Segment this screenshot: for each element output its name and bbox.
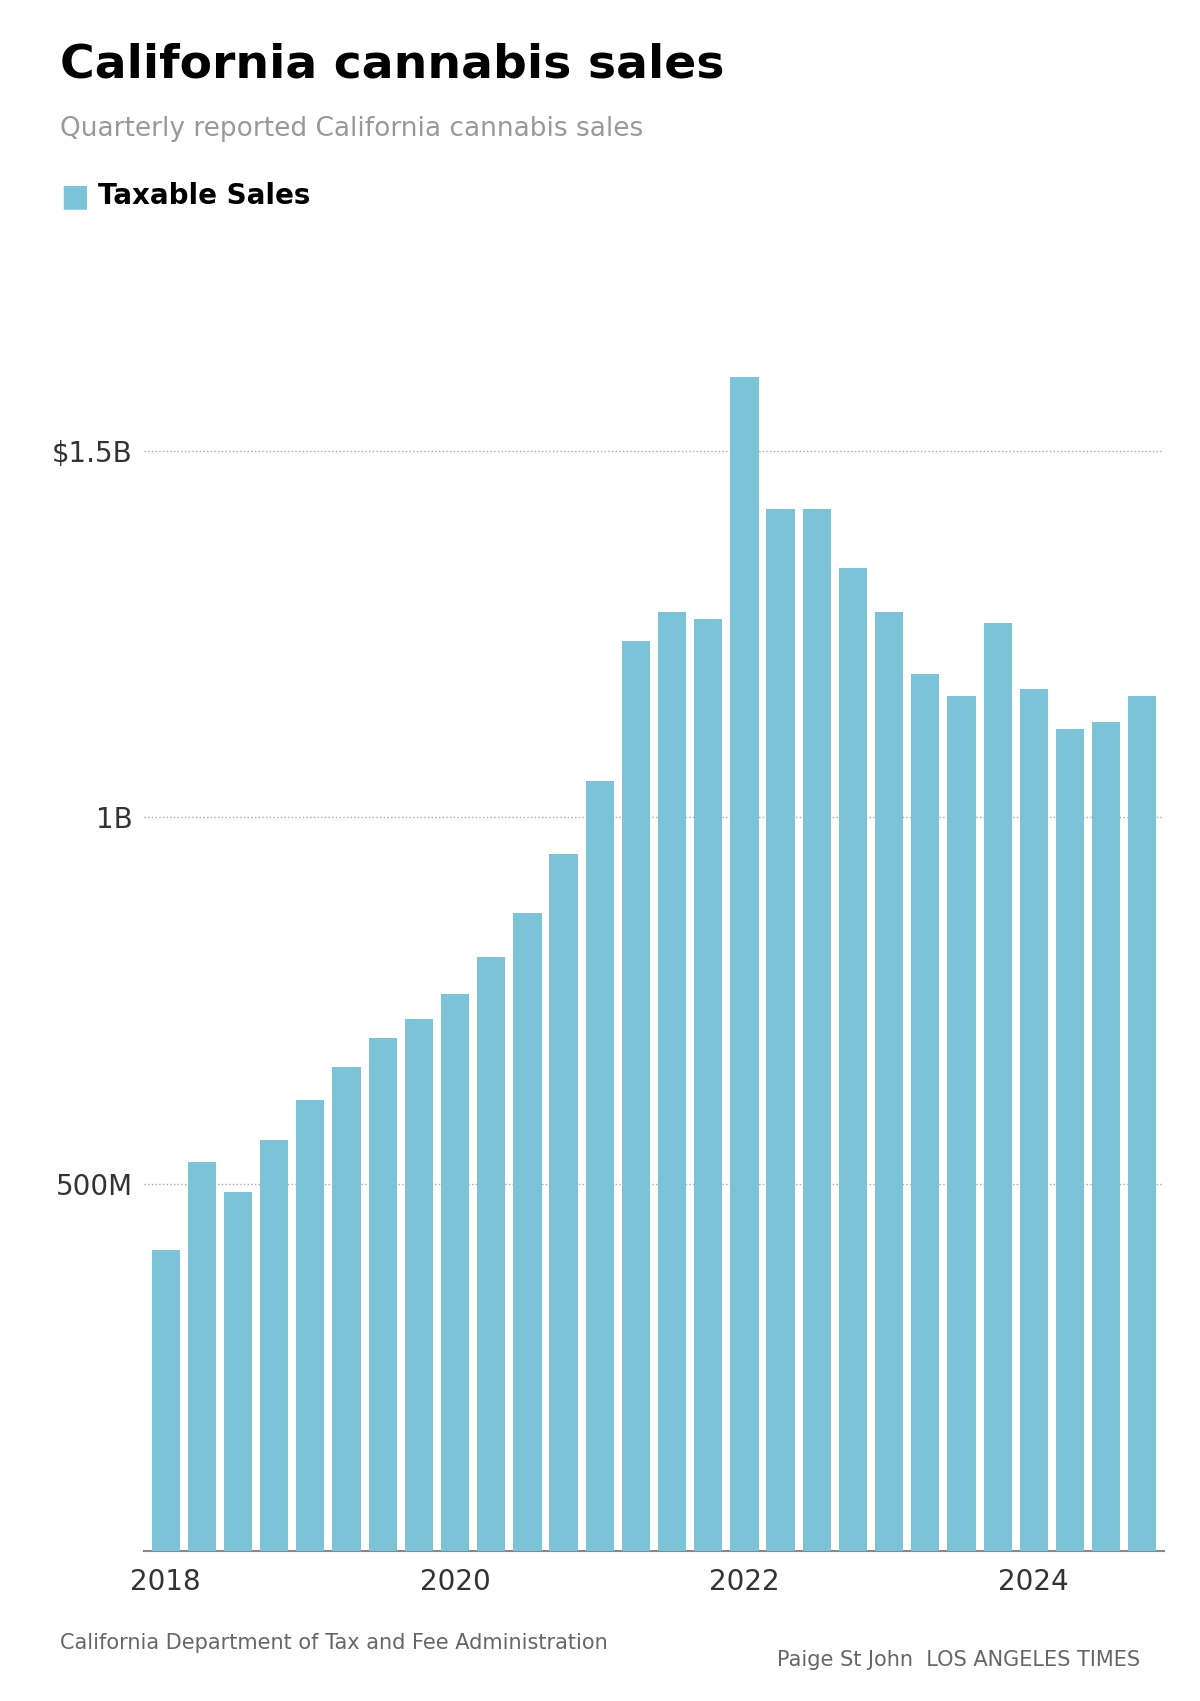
Bar [260,1140,288,1551]
Bar [368,1038,397,1551]
Bar [404,1019,433,1551]
Bar [984,623,1012,1551]
Bar [803,509,830,1551]
Text: Taxable Sales: Taxable Sales [98,182,311,209]
Bar [875,612,904,1551]
Bar [1056,730,1084,1551]
Bar [224,1192,252,1551]
Bar [731,378,758,1551]
Text: California cannabis sales: California cannabis sales [60,43,725,87]
Bar [658,612,686,1551]
Bar [586,781,614,1551]
Bar [947,696,976,1551]
Text: California Department of Tax and Fee Administration: California Department of Tax and Fee Adm… [60,1633,607,1653]
Bar [514,913,541,1551]
Bar [296,1101,324,1551]
Bar [767,509,794,1551]
Bar [478,958,505,1551]
Bar [440,993,469,1551]
Text: ■: ■ [60,182,89,211]
Bar [839,568,868,1551]
Bar [550,854,577,1551]
Text: Paige St John  LOS ANGELES TIMES: Paige St John LOS ANGELES TIMES [776,1650,1140,1670]
Bar [694,619,722,1551]
Bar [332,1067,361,1551]
Bar [1128,696,1157,1551]
Bar [187,1162,216,1551]
Bar [1092,721,1121,1551]
Bar [622,641,650,1551]
Bar [911,674,940,1551]
Bar [1020,689,1048,1551]
Text: Quarterly reported California cannabis sales: Quarterly reported California cannabis s… [60,116,643,141]
Bar [151,1250,180,1551]
